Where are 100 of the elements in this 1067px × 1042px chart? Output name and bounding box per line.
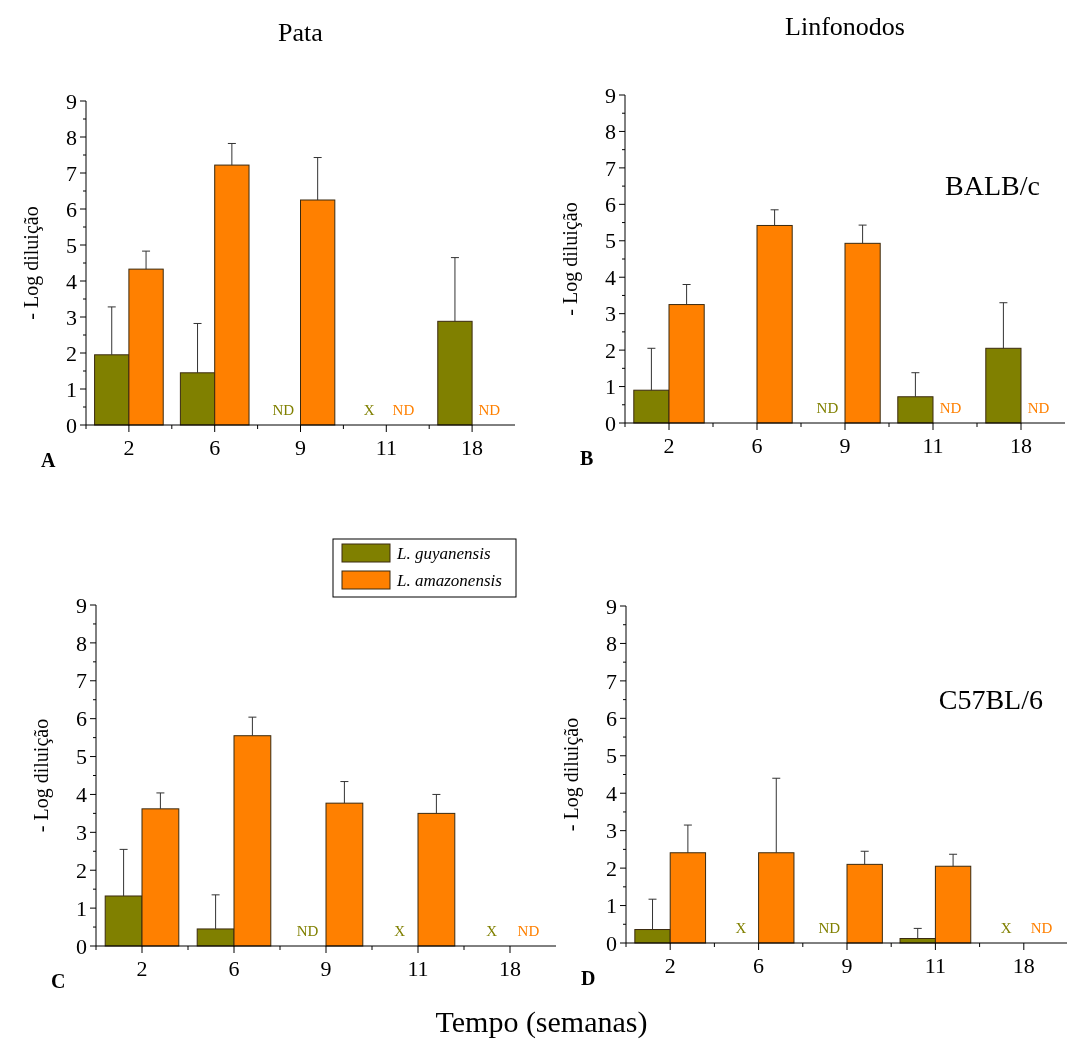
x-tick-label: 6 — [228, 956, 240, 981]
y-tick-label: 7 — [76, 668, 87, 694]
bar — [417, 812, 456, 947]
text: ND — [392, 402, 415, 418]
y-tick-label: 6 — [605, 192, 616, 218]
y-axis-title: - Log diluição — [20, 206, 43, 320]
y-tick-label: 9 — [76, 592, 87, 618]
bar — [756, 224, 793, 424]
y-tick-label: 1 — [66, 376, 77, 402]
y-tick-label: 6 — [606, 706, 617, 732]
legend-label: L. guyanensis — [396, 544, 491, 563]
y-tick-label: 4 — [76, 782, 87, 808]
y-tick-label: 5 — [76, 744, 87, 770]
text: ND — [1030, 920, 1053, 936]
x-tick-label: 9 — [295, 435, 306, 460]
x-tick-label: 6 — [753, 953, 765, 978]
y-tick-label: 3 — [76, 820, 87, 846]
y-tick-label: 2 — [66, 340, 77, 366]
legend-label: L. amazonensis — [396, 571, 503, 590]
y-tick-label: 4 — [605, 264, 616, 290]
bar — [300, 199, 336, 426]
text: X — [394, 923, 406, 939]
y-axis-title: - Log diluição — [559, 202, 582, 316]
text: ND — [517, 923, 540, 939]
text: X — [735, 920, 747, 936]
y-axis-title: - Log diluição — [560, 717, 583, 832]
bar — [437, 320, 473, 426]
text: X — [1000, 920, 1012, 936]
y-tick-label: 5 — [66, 232, 77, 258]
y-tick-label: 0 — [605, 410, 616, 436]
y-tick-label: 7 — [606, 668, 617, 694]
text: ND — [939, 400, 962, 416]
x-tick-label: 9 — [320, 956, 332, 981]
y-tick-label: 1 — [76, 895, 87, 921]
text: ND — [272, 402, 295, 418]
y-tick-label: 2 — [76, 857, 87, 883]
y-tick-label: 0 — [606, 930, 617, 956]
y-tick-label: 2 — [605, 337, 616, 363]
y-tick-label: 1 — [605, 374, 616, 400]
text: ND — [296, 923, 319, 939]
bar — [846, 863, 883, 944]
y-tick-label: 9 — [66, 88, 77, 114]
y-tick-label: 9 — [606, 593, 617, 619]
y-tick-label: 7 — [605, 155, 616, 181]
text: B — [580, 447, 594, 469]
x-tick-label: 11 — [922, 433, 944, 458]
x-tick-label: 11 — [924, 953, 946, 978]
chart-title: Linfonodos — [785, 12, 905, 41]
text: ND — [816, 400, 839, 416]
y-tick-label: 0 — [66, 412, 77, 438]
annotation: C57BL/6 — [938, 683, 1043, 715]
x-tick-label: 9 — [839, 433, 851, 458]
y-tick-label: 8 — [606, 631, 617, 657]
x-tick-label: 18 — [461, 435, 484, 460]
y-tick-label: 8 — [605, 119, 616, 145]
x-tick-label: 18 — [499, 956, 521, 981]
y-tick-label: 8 — [76, 630, 87, 656]
bar — [758, 852, 795, 944]
bar — [844, 242, 881, 424]
chart-title: Pata — [278, 18, 324, 47]
text: D — [581, 967, 596, 989]
y-axis-title: - Log diluição — [30, 718, 53, 833]
y-tick-label: 4 — [606, 780, 617, 806]
x-tick-label: 11 — [407, 956, 429, 981]
y-tick-label: 1 — [606, 893, 617, 919]
x-tick-label: 2 — [664, 953, 676, 978]
y-tick-label: 3 — [606, 818, 617, 844]
text: A — [41, 449, 56, 471]
x-tick-label: 11 — [375, 435, 397, 460]
y-tick-label: 4 — [66, 268, 77, 294]
text: C — [51, 970, 66, 992]
text: ND — [1027, 400, 1050, 416]
y-tick-label: 5 — [605, 228, 616, 254]
y-tick-label: 9 — [605, 82, 616, 108]
text: X — [363, 402, 375, 418]
bar — [985, 347, 1022, 424]
text: ND — [818, 920, 841, 936]
y-tick-label: 8 — [66, 124, 77, 150]
y-tick-label: 0 — [76, 933, 87, 959]
bar — [325, 802, 364, 947]
text: ND — [478, 402, 501, 418]
annotation: BALB/c — [945, 170, 1040, 202]
y-tick-label: 3 — [66, 304, 77, 330]
bar — [897, 396, 934, 424]
y-tick-label: 3 — [605, 301, 616, 327]
text: X — [486, 923, 498, 939]
x-tick-label: 2 — [663, 433, 675, 458]
y-tick-label: 6 — [66, 196, 77, 222]
x-tick-label: 6 — [209, 435, 221, 460]
x-tick-label: 18 — [1010, 433, 1032, 458]
x-tick-label: 2 — [123, 435, 135, 460]
x-tick-label: 9 — [841, 953, 853, 978]
x-tick-label: 6 — [751, 433, 763, 458]
y-tick-label: 5 — [606, 743, 617, 769]
y-tick-label: 7 — [66, 160, 77, 186]
x-tick-label: 18 — [1012, 953, 1035, 978]
y-tick-label: 6 — [76, 706, 87, 732]
y-tick-label: 2 — [606, 855, 617, 881]
x-axis-title: Tempo (semanas) — [435, 1005, 648, 1039]
x-tick-label: 2 — [136, 956, 148, 981]
